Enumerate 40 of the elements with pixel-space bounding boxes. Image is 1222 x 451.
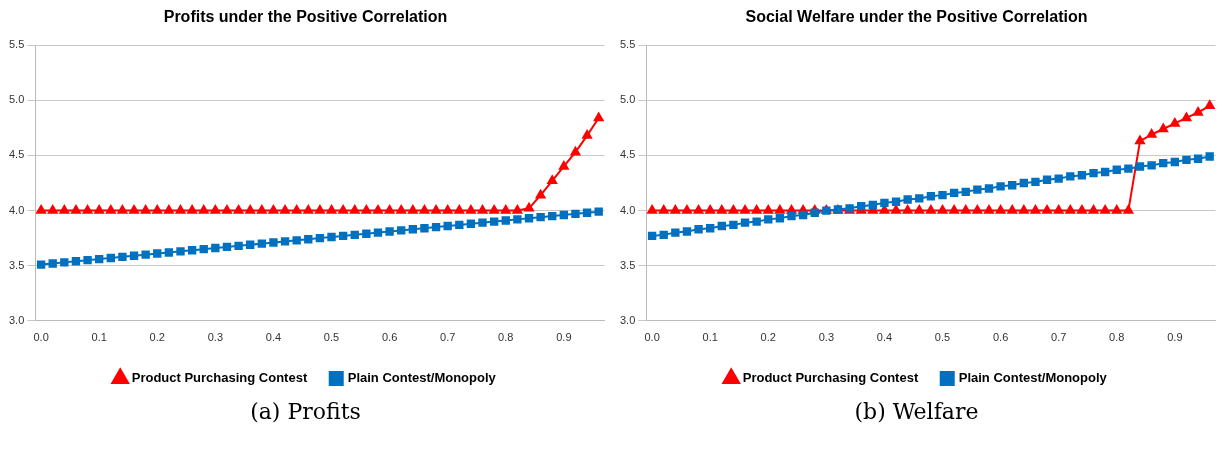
y-tick-label: 5.0 <box>8 93 25 106</box>
y-tick-label: 4.5 <box>619 148 636 161</box>
y-tick-label: 3.0 <box>619 313 636 326</box>
y-tick-label: 4.0 <box>8 203 25 216</box>
legend-label: Product Purchasing Contest <box>742 370 919 386</box>
legend-label: Product Purchasing Contest <box>131 370 308 386</box>
chart-title: Profits under the Positive Correlation <box>163 8 448 26</box>
x-tick-label: 0.6 <box>381 331 398 344</box>
y-tick-label: 5.0 <box>619 93 636 106</box>
x-tick-label: 0.9 <box>1167 331 1183 344</box>
text: (a) Profits <box>249 399 362 424</box>
y-tick-label: 5.5 <box>8 38 25 51</box>
x-tick-label: 0.0 <box>644 331 660 344</box>
x-tick-label: 0.5 <box>323 331 340 344</box>
chart-title: Social Welfare under the Positive Correlation <box>745 8 1088 26</box>
y-tick-label: 3.0 <box>8 313 25 326</box>
legend-label: Plain Contest/Monopoly <box>958 370 1108 386</box>
y-tick-label: 3.5 <box>8 258 25 271</box>
x-tick-label: 0.2 <box>760 331 776 344</box>
x-tick-label: 0.8 <box>1109 331 1125 344</box>
y-tick-label: 5.5 <box>619 38 636 51</box>
text: (b) Welfare <box>853 399 980 424</box>
x-tick-label: 0.3 <box>818 331 834 344</box>
x-tick-label: 0.8 <box>498 331 514 344</box>
x-tick-label: 0.7 <box>440 331 456 344</box>
x-tick-label: 0.7 <box>1051 331 1067 344</box>
x-tick-label: 0.1 <box>91 331 107 344</box>
x-tick-label: 0.4 <box>876 331 893 344</box>
y-tick-label: 4.0 <box>619 203 636 216</box>
x-tick-label: 0.0 <box>33 331 49 344</box>
x-tick-label: 0.5 <box>934 331 951 344</box>
x-tick-label: 0.1 <box>702 331 718 344</box>
x-tick-label: 0.6 <box>992 331 1009 344</box>
y-tick-label: 3.5 <box>619 258 636 271</box>
x-tick-label: 0.2 <box>149 331 165 344</box>
x-tick-label: 0.4 <box>265 331 282 344</box>
legend-label: Plain Contest/Monopoly <box>347 370 497 386</box>
y-tick-label: 4.5 <box>8 148 25 161</box>
x-tick-label: 0.3 <box>207 331 223 344</box>
x-tick-label: 0.9 <box>556 331 572 344</box>
